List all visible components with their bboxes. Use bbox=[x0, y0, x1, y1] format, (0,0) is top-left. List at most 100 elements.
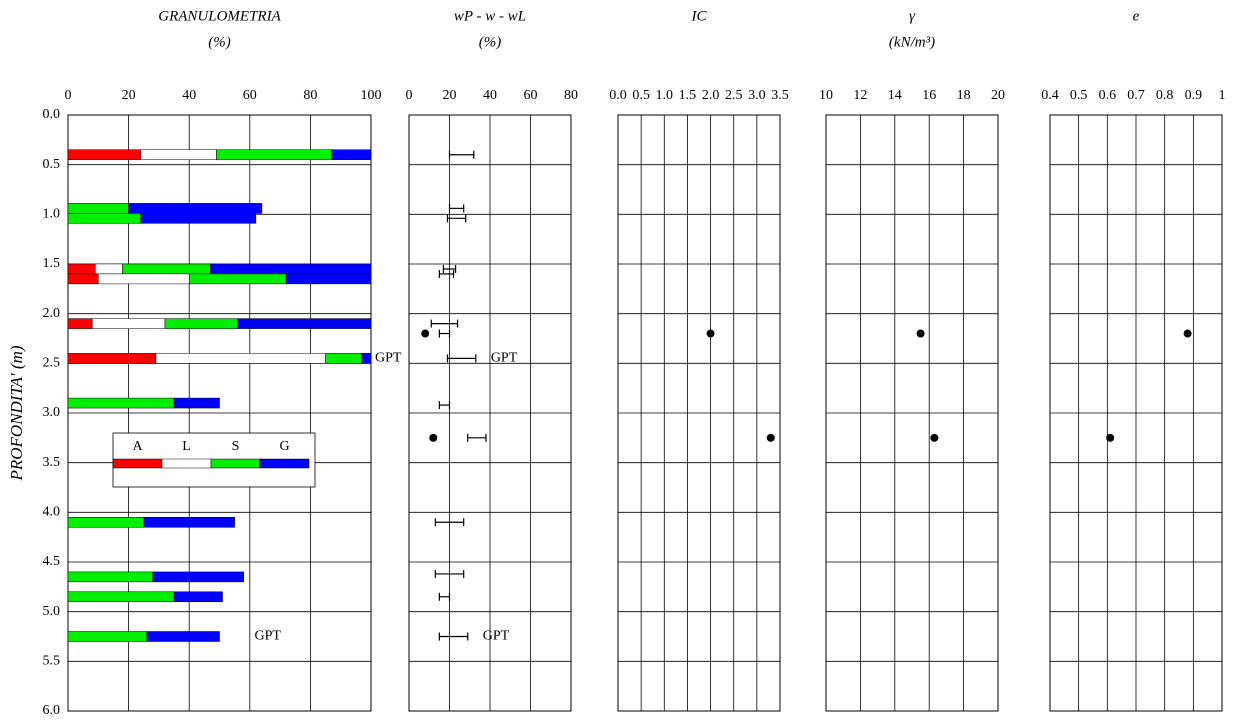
plot-frame bbox=[617, 114, 781, 712]
range-bar bbox=[438, 401, 451, 410]
x-tick-label: 18 bbox=[957, 88, 971, 103]
bar-segment bbox=[140, 149, 217, 160]
chart-title: e bbox=[1133, 8, 1140, 24]
x-tick-label: 60 bbox=[243, 88, 257, 103]
y-tick-label: 5.5 bbox=[43, 654, 61, 669]
x-tick-label: 100 bbox=[361, 88, 382, 103]
x-tick-label: 0.7 bbox=[1127, 88, 1145, 103]
chart-title: wP - w - wL bbox=[454, 8, 526, 24]
bar-segment bbox=[98, 273, 190, 285]
chart-title: IC bbox=[691, 8, 708, 24]
x-tick-label: 0.0 bbox=[609, 88, 627, 103]
range-bar bbox=[446, 354, 477, 363]
plot-frame bbox=[67, 114, 372, 712]
chart-title: GRANULOMETRIA bbox=[158, 8, 281, 24]
x-tick-label: 20 bbox=[122, 88, 136, 103]
range-bar bbox=[434, 518, 465, 527]
legend-label: L bbox=[182, 439, 191, 454]
bar-segment bbox=[67, 517, 144, 528]
y-tick-label: 3.5 bbox=[43, 455, 61, 470]
bar-segment bbox=[67, 591, 175, 603]
bar-segment bbox=[143, 517, 235, 528]
x-tick-label: 3.0 bbox=[748, 88, 766, 103]
bar-segment bbox=[331, 149, 372, 160]
legend-label: G bbox=[279, 439, 289, 454]
legend-swatch bbox=[259, 458, 310, 469]
x-tick-label: 0.8 bbox=[1156, 88, 1174, 103]
water-content-point bbox=[429, 433, 438, 442]
x-tick-label: 40 bbox=[182, 88, 196, 103]
range-bar bbox=[438, 269, 455, 278]
legend-swatch bbox=[161, 458, 212, 469]
bar-segment bbox=[67, 263, 96, 275]
y-tick-label: 2.0 bbox=[43, 306, 61, 321]
y-tick-label: 0.5 bbox=[43, 157, 61, 172]
x-tick-label: 1.0 bbox=[656, 88, 674, 103]
bar-segment bbox=[140, 213, 257, 224]
chart-subtitle: (kN/m³) bbox=[889, 34, 935, 50]
range-bar bbox=[467, 433, 487, 442]
chart-subtitle: (%) bbox=[208, 34, 231, 50]
x-tick-label: 12 bbox=[853, 88, 867, 103]
bar-segment bbox=[67, 213, 141, 224]
y-tick-label: 4.5 bbox=[43, 554, 61, 569]
y-tick-label: 4.0 bbox=[43, 505, 61, 520]
range-bar bbox=[438, 632, 469, 641]
point bbox=[930, 433, 939, 442]
range-bar bbox=[446, 214, 467, 223]
bar-segment bbox=[216, 149, 332, 160]
range-bar bbox=[448, 204, 465, 213]
bar-segment bbox=[67, 631, 148, 642]
x-tick-label: 0.5 bbox=[1070, 88, 1088, 103]
x-tick-label: 20 bbox=[443, 88, 457, 103]
plot-frame bbox=[1049, 114, 1223, 712]
x-tick-label: 80 bbox=[564, 88, 578, 103]
sample-label: GPT bbox=[375, 351, 402, 366]
range-bar bbox=[438, 329, 451, 338]
legend-swatch bbox=[112, 458, 163, 469]
x-tick-label: 20 bbox=[991, 88, 1005, 103]
x-tick-label: 0 bbox=[406, 88, 413, 103]
bar-segment bbox=[128, 203, 263, 214]
bar-segment bbox=[67, 353, 157, 364]
bar-segment bbox=[173, 591, 223, 603]
bar-segment bbox=[325, 353, 363, 364]
plot-frame bbox=[825, 114, 999, 712]
range-bar bbox=[442, 264, 457, 273]
x-tick-label: 80 bbox=[303, 88, 317, 103]
x-tick-label: 1 bbox=[1219, 88, 1226, 103]
bar-segment bbox=[155, 353, 326, 364]
bar-segment bbox=[173, 397, 220, 409]
range-bar bbox=[448, 150, 475, 159]
point bbox=[706, 329, 715, 338]
bar-segment bbox=[67, 571, 154, 583]
range-bar bbox=[438, 592, 451, 601]
legend-label: A bbox=[132, 439, 143, 454]
bar-segment bbox=[67, 397, 175, 409]
chart-subtitle: (%) bbox=[479, 34, 502, 50]
bar-segment bbox=[95, 263, 123, 275]
y-tick-label: 1.0 bbox=[43, 207, 61, 222]
x-tick-label: 2.0 bbox=[702, 88, 720, 103]
sample-label: GPT bbox=[491, 351, 518, 366]
y-tick-label: 2.5 bbox=[43, 356, 61, 371]
y-tick-label: 1.5 bbox=[43, 256, 61, 271]
point bbox=[766, 433, 775, 442]
chart-title: γ bbox=[909, 8, 916, 24]
y-tick-label: 5.0 bbox=[43, 604, 61, 619]
bar-segment bbox=[164, 318, 238, 329]
bar-segment bbox=[285, 273, 372, 285]
x-tick-label: 16 bbox=[922, 88, 936, 103]
y-axis-label: PROFONDITA' (m) bbox=[7, 345, 26, 481]
bar-segment bbox=[152, 571, 244, 583]
bar-segment bbox=[67, 203, 129, 214]
x-tick-label: 0.6 bbox=[1099, 88, 1117, 103]
bar-segment bbox=[67, 318, 93, 329]
range-bar bbox=[430, 319, 459, 328]
x-tick-label: 60 bbox=[524, 88, 538, 103]
bar-segment bbox=[146, 631, 220, 642]
water-content-point bbox=[421, 329, 430, 338]
y-tick-label: 3.0 bbox=[43, 405, 61, 420]
bar-segment bbox=[91, 318, 166, 329]
bar-segment bbox=[188, 273, 287, 285]
